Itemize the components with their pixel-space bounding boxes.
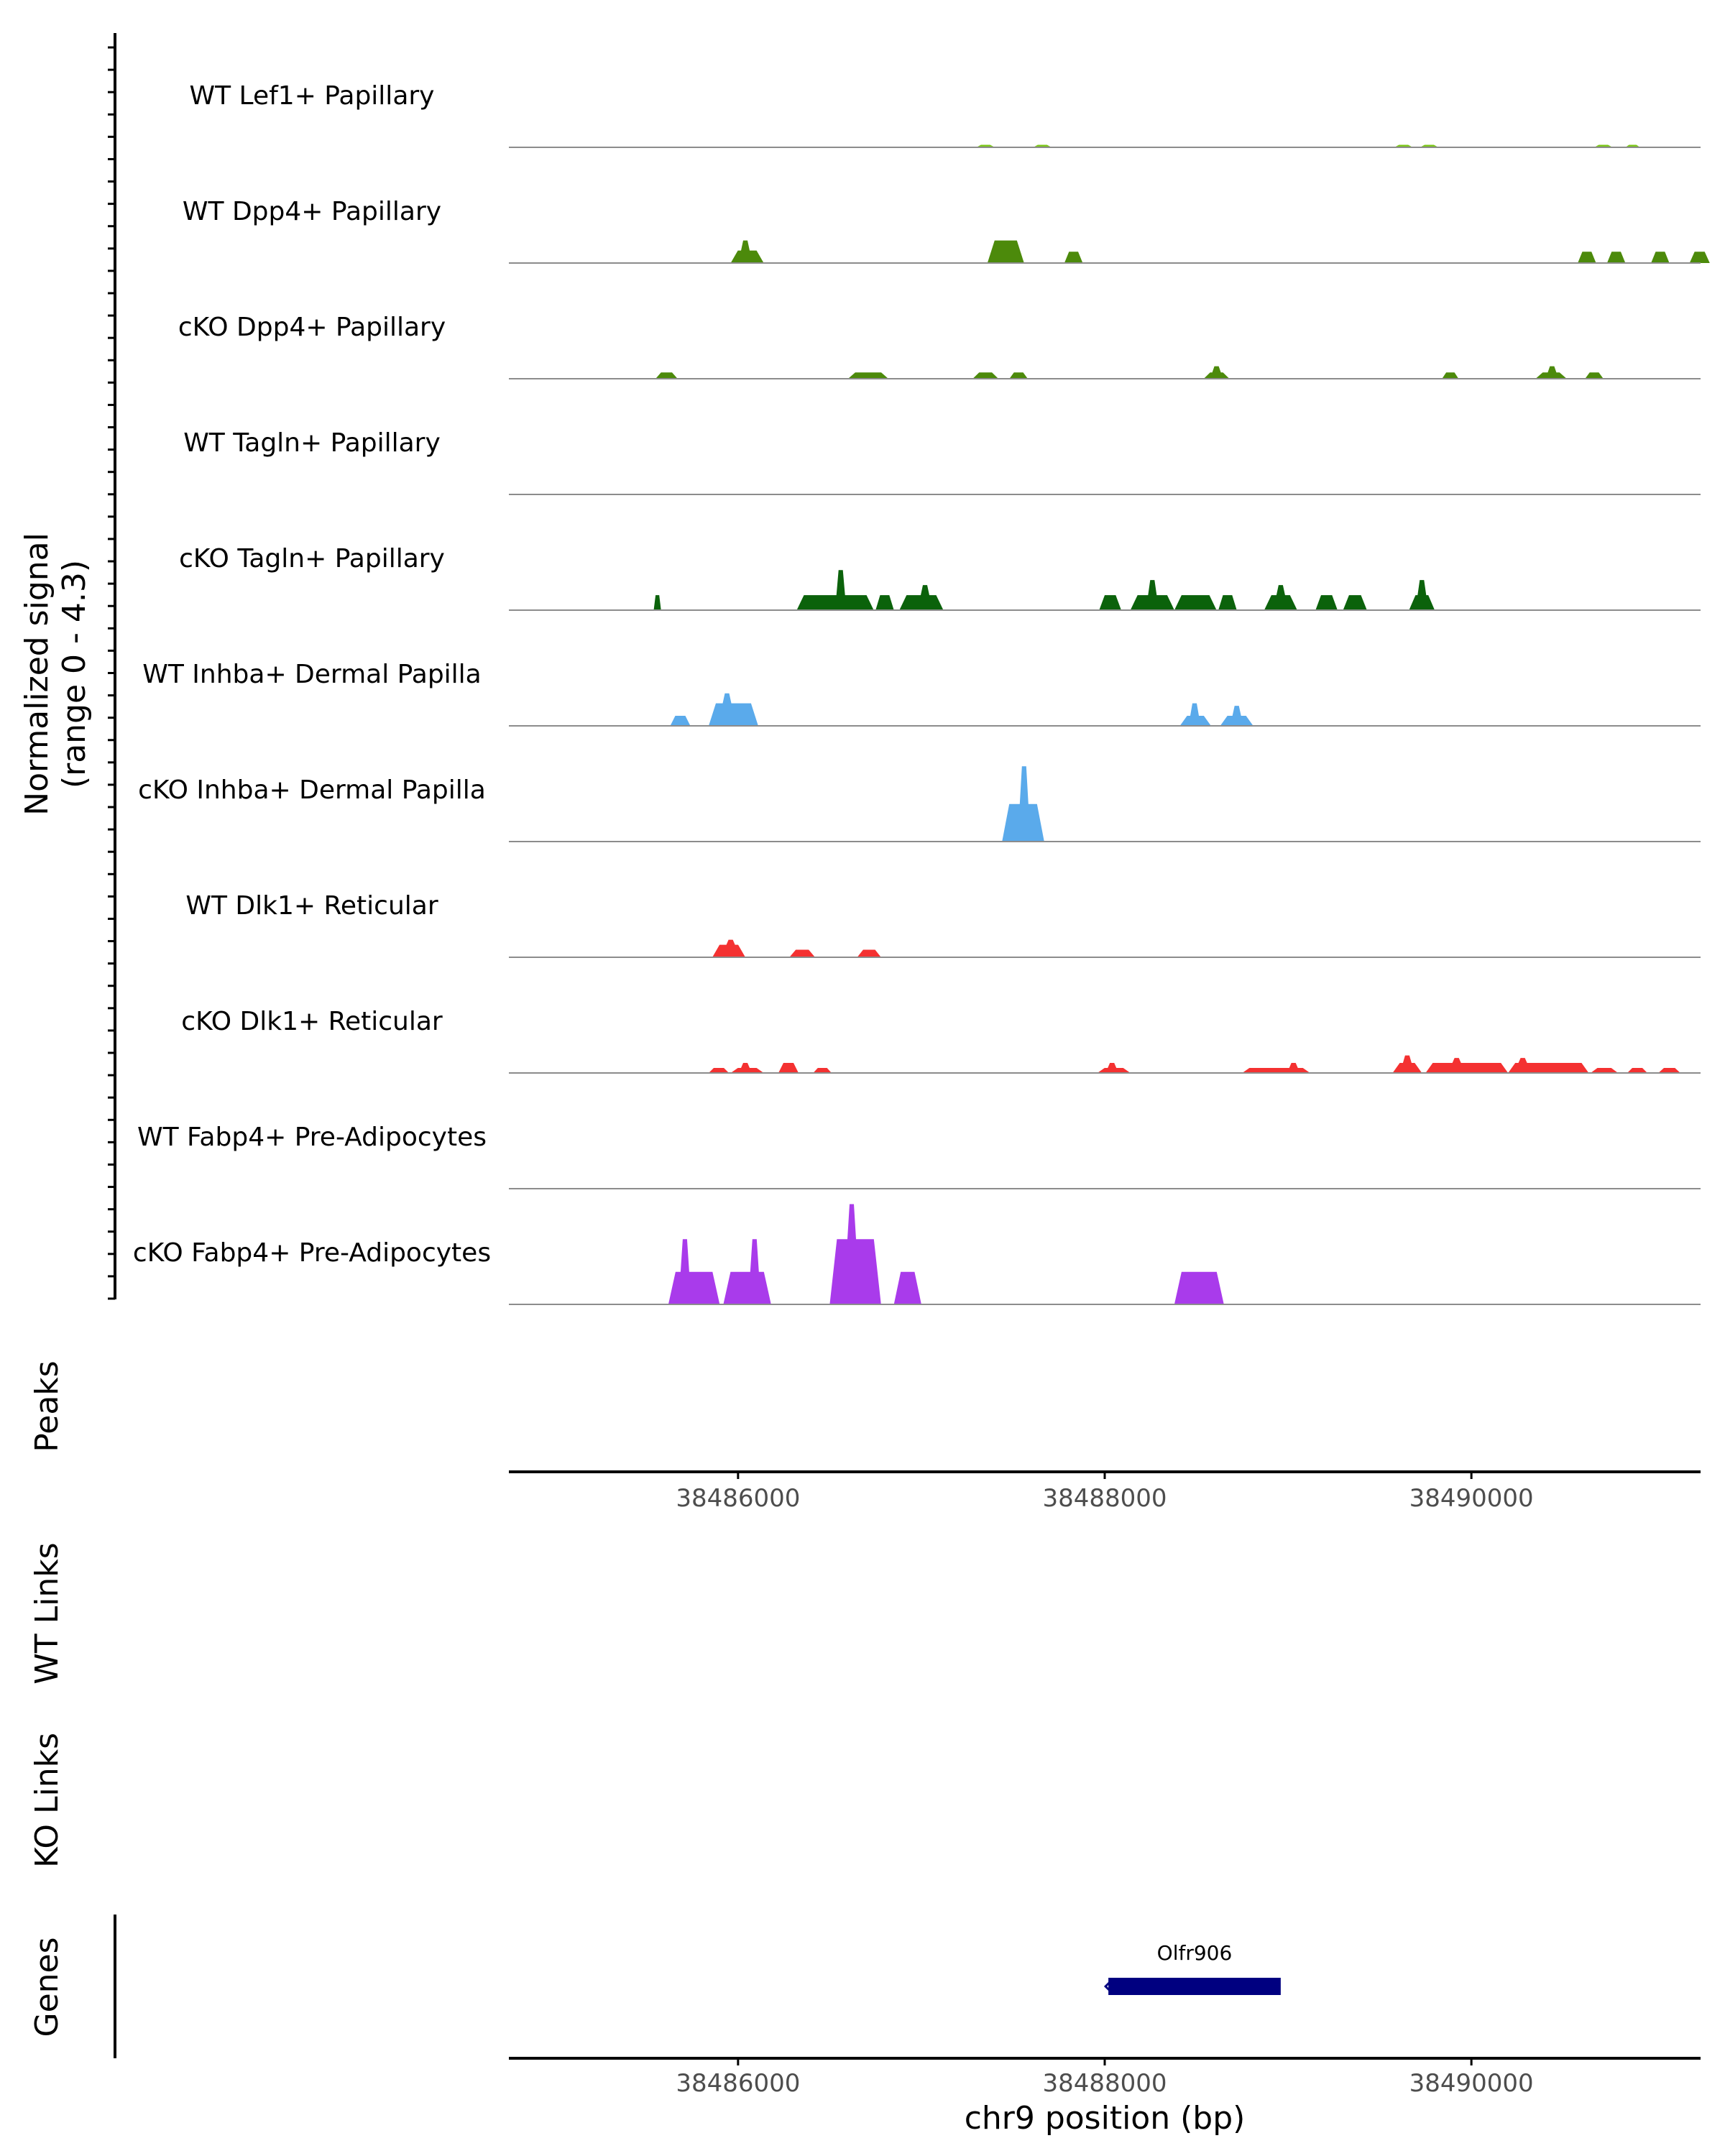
coverage-peak [709, 1068, 730, 1073]
coverage-peak [847, 372, 888, 379]
x-tick-label: 38486000 [676, 2069, 800, 2098]
track-wt-dlk1: WT Dlk1+ Reticular [185, 891, 1701, 958]
coverage-peak [1002, 766, 1044, 842]
coverage-peak [1130, 580, 1174, 610]
genes-label: Genes [29, 1937, 65, 2037]
track-label: WT Dlk1+ Reticular [185, 891, 438, 921]
coverage-peak [668, 1239, 720, 1304]
coverage-tracks: WT Lef1+ Papillary WT Dpp4+ Papillary cKO … [133, 81, 1710, 1305]
x-tick-label: 38490000 [1409, 1484, 1534, 1513]
track-wt-dpp4: WT Dpp4+ Papillary [183, 197, 1710, 264]
track-label: cKO Inhba+ Dermal Papilla [138, 775, 486, 805]
coverage-peak [1442, 372, 1459, 379]
track-label: WT Fabp4+ Pre-Adipocytes [137, 1123, 487, 1152]
coverage-peak [1689, 252, 1710, 263]
coverage-peak [1651, 252, 1670, 263]
coverage-peak [972, 372, 999, 379]
track-cko-dpp4: cKO Dpp4+ Papillary [178, 313, 1701, 379]
coverage-peak [730, 1063, 764, 1073]
coverage-peak [1242, 1063, 1310, 1073]
coverage-peak [1218, 595, 1237, 610]
track-label: cKO Tagln+ Papillary [179, 544, 445, 573]
coverage-peak [1099, 595, 1121, 610]
x-tick-label: 38490000 [1409, 2069, 1534, 2098]
coverage-peak [1425, 1058, 1509, 1073]
coverage-peak [1009, 372, 1028, 379]
y-axis-range-label: (range 0 - 4.3) [56, 560, 93, 788]
coverage-peak [1174, 1271, 1224, 1304]
track-wt-inhba: WT Inhba+ Dermal Papilla [142, 660, 1701, 727]
coverage-peak [813, 1068, 832, 1073]
x-tick-label: 38488000 [1042, 2069, 1167, 2098]
coverage-peak [1508, 1058, 1589, 1073]
track-label: WT Tagln+ Papillary [183, 428, 441, 458]
gene-body [1108, 1978, 1281, 1995]
track-cko-inhba: cKO Inhba+ Dermal Papilla [138, 766, 1701, 842]
coverage-peak [1179, 703, 1211, 726]
track-wt-fabp4: WT Fabp4+ Pre-Adipocytes [137, 1123, 1701, 1189]
coverage-peak [1585, 372, 1604, 379]
coverage-peak [1064, 252, 1083, 263]
coverage-peak [1591, 1068, 1619, 1073]
coverage-peak [712, 939, 745, 957]
gene-label: Olfr906 [1157, 1941, 1233, 1965]
y-axis-label: Normalized signal [19, 533, 55, 816]
coverage-peak [1264, 585, 1297, 610]
coverage-peak [857, 949, 881, 957]
track-label: WT Inhba+ Dermal Papilla [142, 660, 481, 689]
genes-x-ticks: 38486000 38488000 38490000 [676, 2058, 1534, 2098]
coverage-peak [1535, 366, 1567, 379]
x-axis-label: chr9 position (bp) [965, 2100, 1246, 2137]
peaks-label: Peaks [29, 1360, 65, 1452]
gene-models: Olfr906 [1103, 1941, 1281, 1995]
track-label: WT Dpp4+ Papillary [183, 197, 441, 226]
coverage-peak [1097, 1063, 1131, 1073]
coverage-peak [709, 693, 758, 726]
track-cko-tagln: cKO Tagln+ Papillary [179, 544, 1701, 611]
coverage-peak [1220, 706, 1254, 726]
coverage-peak [1409, 580, 1435, 610]
track-label: cKO Fabp4+ Pre-Adipocytes [133, 1238, 491, 1268]
coverage-peak [789, 949, 815, 957]
coverage-peak [1658, 1068, 1680, 1073]
coverage-peak [829, 1204, 881, 1304]
coverage-peak [899, 585, 944, 610]
coverage-peak [1578, 252, 1596, 263]
track-wt-lef1: WT Lef1+ Papillary [190, 81, 1701, 148]
coverage-peak [987, 240, 1024, 263]
coverage-peak [1343, 595, 1367, 610]
coverage-peak [653, 595, 661, 610]
x-tick-label: 38488000 [1042, 1484, 1167, 1513]
coverage-peak [670, 716, 691, 726]
coverage-peak [723, 1239, 771, 1304]
coverage-peak [893, 1271, 921, 1304]
coverage-peak [1174, 595, 1217, 610]
coverage-peak [1627, 1068, 1647, 1073]
coverage-peak [1315, 595, 1338, 610]
ko-links-label: KO Links [29, 1733, 65, 1868]
track-label: cKO Dpp4+ Papillary [178, 313, 446, 342]
coverage-peak [796, 570, 874, 610]
x-tick-label: 38486000 [676, 1484, 800, 1513]
coverage-peak [656, 372, 678, 379]
coverage-peak [1606, 252, 1626, 263]
track-label: WT Lef1+ Papillary [190, 81, 435, 111]
coverage-peak [778, 1063, 799, 1073]
coverage-peak [730, 240, 764, 263]
coverage-peak [1392, 1055, 1422, 1073]
track-wt-tagln: WT Tagln+ Papillary [183, 428, 1701, 495]
track-label: cKO Dlk1+ Reticular [181, 1007, 443, 1036]
coverage-peak [875, 595, 894, 610]
coverage-y-ticks [108, 46, 115, 1300]
peaks-x-ticks: 38486000 38488000 38490000 [676, 1472, 1534, 1513]
gene-strand-arrow [1103, 1979, 1113, 1994]
track-cko-fabp4: cKO Fabp4+ Pre-Adipocytes [133, 1204, 1701, 1305]
wt-links-label: WT Links [29, 1542, 65, 1684]
coverage-peak [1203, 366, 1230, 379]
track-cko-dlk1: cKO Dlk1+ Reticular [181, 1007, 1701, 1074]
